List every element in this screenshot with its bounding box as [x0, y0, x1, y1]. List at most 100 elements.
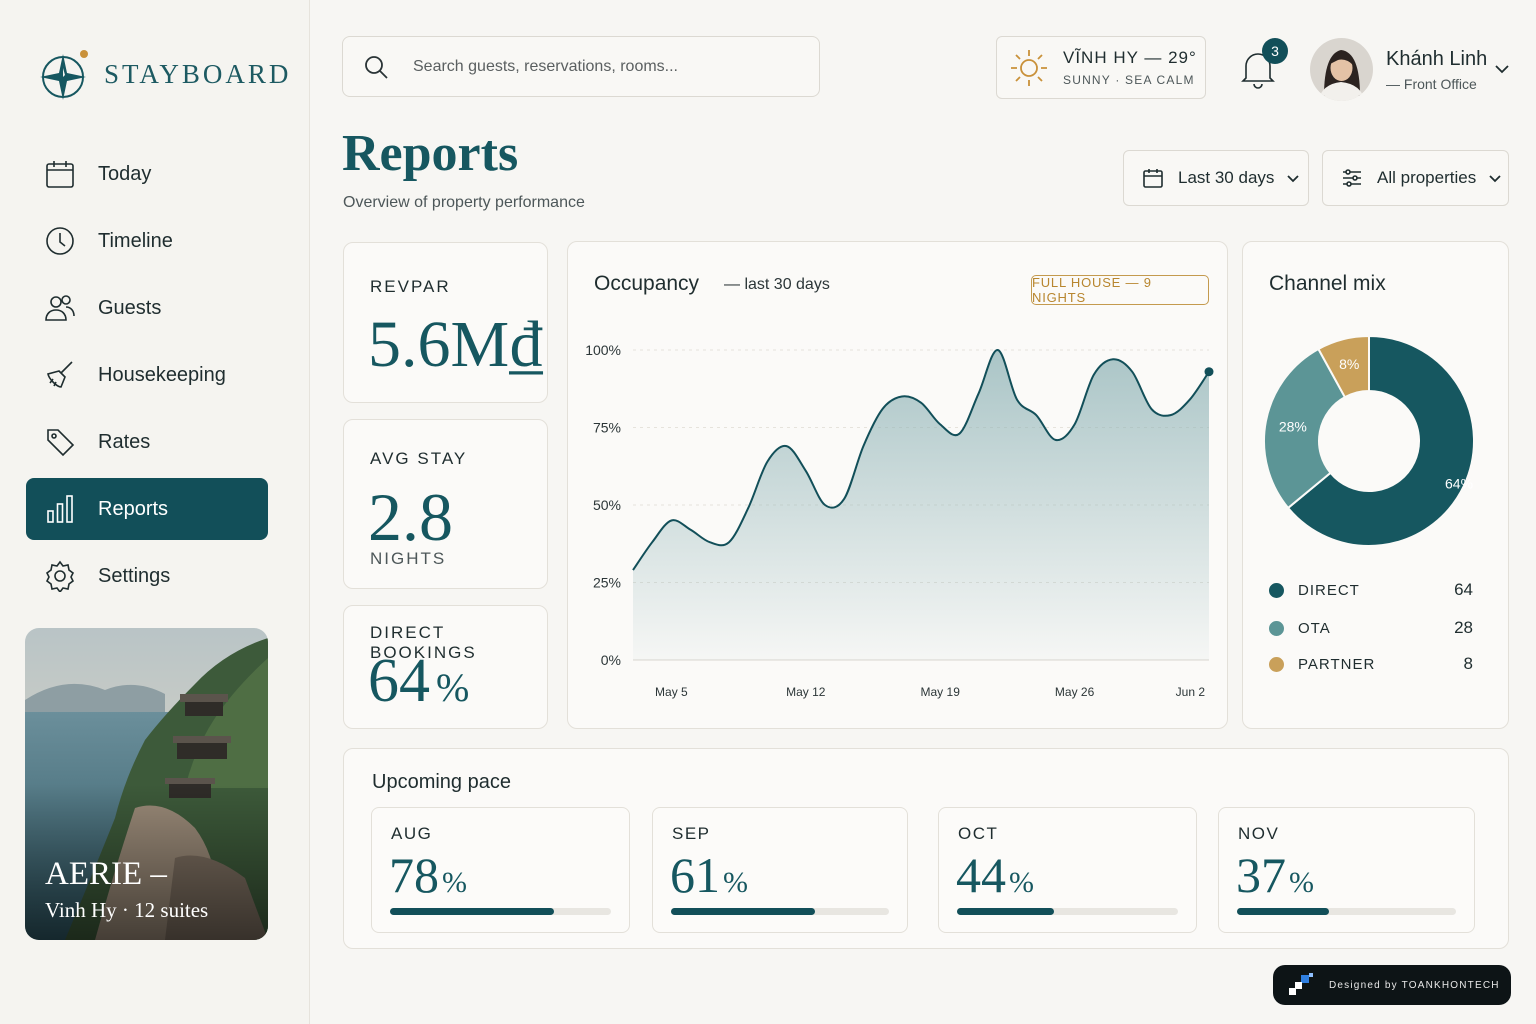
legend-dot	[1269, 656, 1284, 672]
pace-month-card[interactable]: AUG 78%	[371, 807, 630, 933]
legend-value: 28	[1454, 618, 1473, 637]
sidebar-item-guests[interactable]: Guests	[26, 277, 268, 339]
sidebar-item-label: Rates	[98, 430, 151, 453]
calendar-icon	[1143, 169, 1163, 188]
property-filter[interactable]: All properties	[1322, 150, 1509, 206]
sidebar-nav: Today Timeline Guests Housekeeping Rates…	[26, 143, 268, 612]
search-bar[interactable]	[342, 36, 820, 97]
pace-month-card[interactable]: SEP 61%	[652, 807, 908, 933]
y-tick-label: 100%	[585, 342, 621, 358]
chevron-down-icon[interactable]	[1493, 60, 1511, 78]
direct-bookings-card: DIRECT BOOKINGS 64%	[343, 605, 548, 729]
pace-progress-fill	[671, 908, 815, 915]
bell-icon	[1241, 53, 1275, 89]
gear-icon	[45, 560, 75, 592]
guests-icon	[45, 295, 75, 321]
compass-logo-icon	[40, 50, 88, 100]
revpar-value: 5.6M₫	[368, 308, 544, 381]
property-title: AERIE –	[45, 856, 167, 892]
legend-label: DIRECT	[1298, 581, 1360, 599]
pace-progress-track	[1237, 908, 1456, 915]
pace-month-card[interactable]: OCT 44%	[938, 807, 1197, 933]
pace-month-value: 78	[389, 847, 439, 903]
direct-bookings-label: DIRECT BOOKINGS	[370, 623, 477, 662]
pace-progress-fill	[390, 908, 554, 915]
search-icon	[365, 55, 388, 79]
revpar-label: REVPAR	[370, 277, 451, 296]
avg-stay-unit: NIGHTS	[370, 549, 447, 568]
chevron-down-icon	[1489, 175, 1501, 183]
search-input[interactable]	[413, 57, 793, 76]
pace-month-label: OCT	[958, 824, 999, 843]
designer-credit-badge[interactable]: Designed by TOANKHONTECH	[1273, 965, 1511, 1005]
date-range-label: Last 30 days	[1178, 168, 1275, 187]
pace-progress-fill	[957, 908, 1055, 915]
donut-slice-partner[interactable]	[1317, 334, 1370, 399]
legend-value: 8	[1463, 654, 1473, 673]
pixel-logo-icon	[1289, 973, 1313, 995]
pace-month-value: 37	[1236, 847, 1286, 903]
property-photo	[25, 628, 268, 940]
full-house-tag: FULL HOUSE — 9 NIGHTS	[1031, 275, 1209, 305]
legend-partner: PARTNER 8	[1269, 652, 1473, 676]
sidebar-item-reports[interactable]: Reports	[26, 478, 268, 540]
pace-month-card[interactable]: NOV 37%	[1218, 807, 1475, 933]
occupancy-area	[633, 349, 1209, 660]
user-photo	[1310, 38, 1373, 101]
y-tick-label: 50%	[593, 497, 621, 513]
sidebar: STAYBOARD Today Timeline Guests Housekee…	[0, 0, 310, 1024]
x-tick-label: Jun 2	[1176, 685, 1206, 699]
x-tick-label: May 19	[921, 685, 961, 699]
pace-month-label: NOV	[1238, 824, 1280, 843]
occupancy-chart: 100% 75% 50% 25% 0% May 5 May 12 May 19 May 26 Ju…	[585, 342, 1214, 699]
sliders-icon	[1343, 169, 1361, 187]
occupancy-point[interactable]	[1204, 367, 1214, 377]
user-name[interactable]: Khánh Linh	[1386, 48, 1488, 70]
legend-dot	[1269, 582, 1284, 598]
legend-direct: DIRECT 64	[1269, 578, 1473, 602]
weather-condition: SUNNY · SEA CALM	[1063, 73, 1195, 87]
sidebar-item-rates[interactable]: Rates	[26, 411, 268, 473]
y-tick-label: 0%	[601, 652, 621, 668]
user-role: — Front Office	[1386, 76, 1477, 92]
avatar[interactable]	[1310, 38, 1373, 101]
sidebar-item-timeline[interactable]: Timeline	[26, 210, 268, 272]
occupancy-card: Occupancy — last 30 days FULL HOUSE — 9 …	[567, 241, 1228, 729]
pace-progress-track	[957, 908, 1178, 915]
brand-name: STAYBOARD	[104, 58, 292, 89]
pace-month-label: AUG	[391, 824, 433, 843]
notifications-button[interactable]	[1238, 46, 1282, 90]
brand-logo[interactable]: STAYBOARD	[40, 46, 291, 102]
occupancy-line	[632, 349, 1210, 571]
bar-chart-icon	[47, 495, 73, 523]
property-card[interactable]: AERIE – Vinh Hy · 12 suites	[25, 628, 268, 940]
property-subtitle: Vinh Hy · 12 suites	[45, 898, 209, 922]
notification-badge: 3	[1262, 38, 1288, 64]
pace-month-value: 44	[956, 847, 1006, 903]
date-range-filter[interactable]: Last 30 days	[1123, 150, 1309, 206]
credit-text: Designed by TOANKHONTECH	[1329, 979, 1500, 991]
sidebar-item-housekeeping[interactable]: Housekeeping	[26, 344, 268, 406]
sidebar-item-label: Housekeeping	[98, 363, 226, 386]
sidebar-item-settings[interactable]: Settings	[26, 545, 268, 607]
legend-value: 64	[1454, 580, 1473, 599]
pace-month-label: SEP	[672, 824, 711, 843]
avg-stay-label: AVG STAY	[370, 449, 468, 468]
property-filter-label: All properties	[1377, 168, 1477, 187]
calendar-icon	[46, 161, 74, 188]
sidebar-item-label: Guests	[98, 296, 162, 319]
y-tick-label: 75%	[593, 420, 621, 436]
donut-slice-label: 64%	[1445, 475, 1473, 491]
sidebar-item-label: Settings	[98, 564, 171, 587]
sun-icon	[1011, 49, 1047, 86]
weather-widget: VĨNH HY — 29° SUNNY · SEA CALM	[996, 36, 1206, 99]
occupancy-subtitle: — last 30 days	[724, 276, 830, 293]
sidebar-item-today[interactable]: Today	[26, 143, 268, 205]
donut-slice-ota[interactable]	[1263, 347, 1347, 510]
donut-slice-direct[interactable]	[1286, 334, 1475, 547]
pace-month-unit: %	[442, 866, 467, 899]
pace-progress-track	[671, 908, 889, 915]
avg-stay-card: AVG STAY 2.8 NIGHTS	[343, 419, 548, 589]
sidebar-item-label: Reports	[98, 497, 169, 520]
donut-slice-label: 8%	[1339, 356, 1359, 372]
